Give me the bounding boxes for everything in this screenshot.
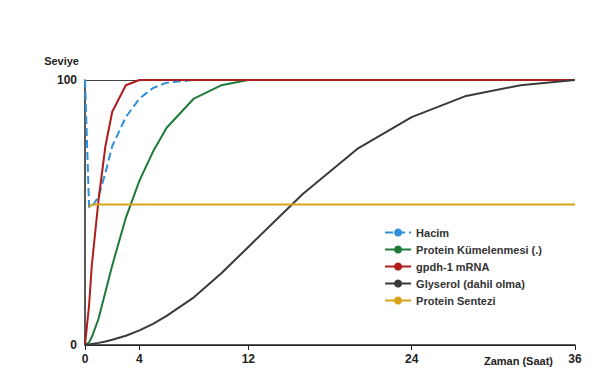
svg-text:0: 0	[70, 338, 77, 352]
svg-text:100: 100	[57, 73, 77, 87]
svg-text:12: 12	[242, 352, 256, 366]
svg-text:Protein Kümelenmesi (.): Protein Kümelenmesi (.)	[416, 244, 542, 256]
svg-text:Protein Sentezi: Protein Sentezi	[416, 295, 495, 307]
svg-text:Glyserol (dahil olma): Glyserol (dahil olma)	[416, 278, 525, 290]
svg-text:0: 0	[82, 352, 89, 366]
svg-text:Hacim: Hacim	[416, 227, 449, 239]
svg-text:4: 4	[136, 352, 143, 366]
svg-text:24: 24	[405, 352, 419, 366]
svg-text:Zaman (Saat): Zaman (Saat)	[484, 355, 553, 367]
svg-text:gpdh-1 mRNA: gpdh-1 mRNA	[416, 261, 489, 273]
svg-text:Seviye: Seviye	[44, 55, 79, 67]
svg-text:36: 36	[568, 352, 582, 366]
